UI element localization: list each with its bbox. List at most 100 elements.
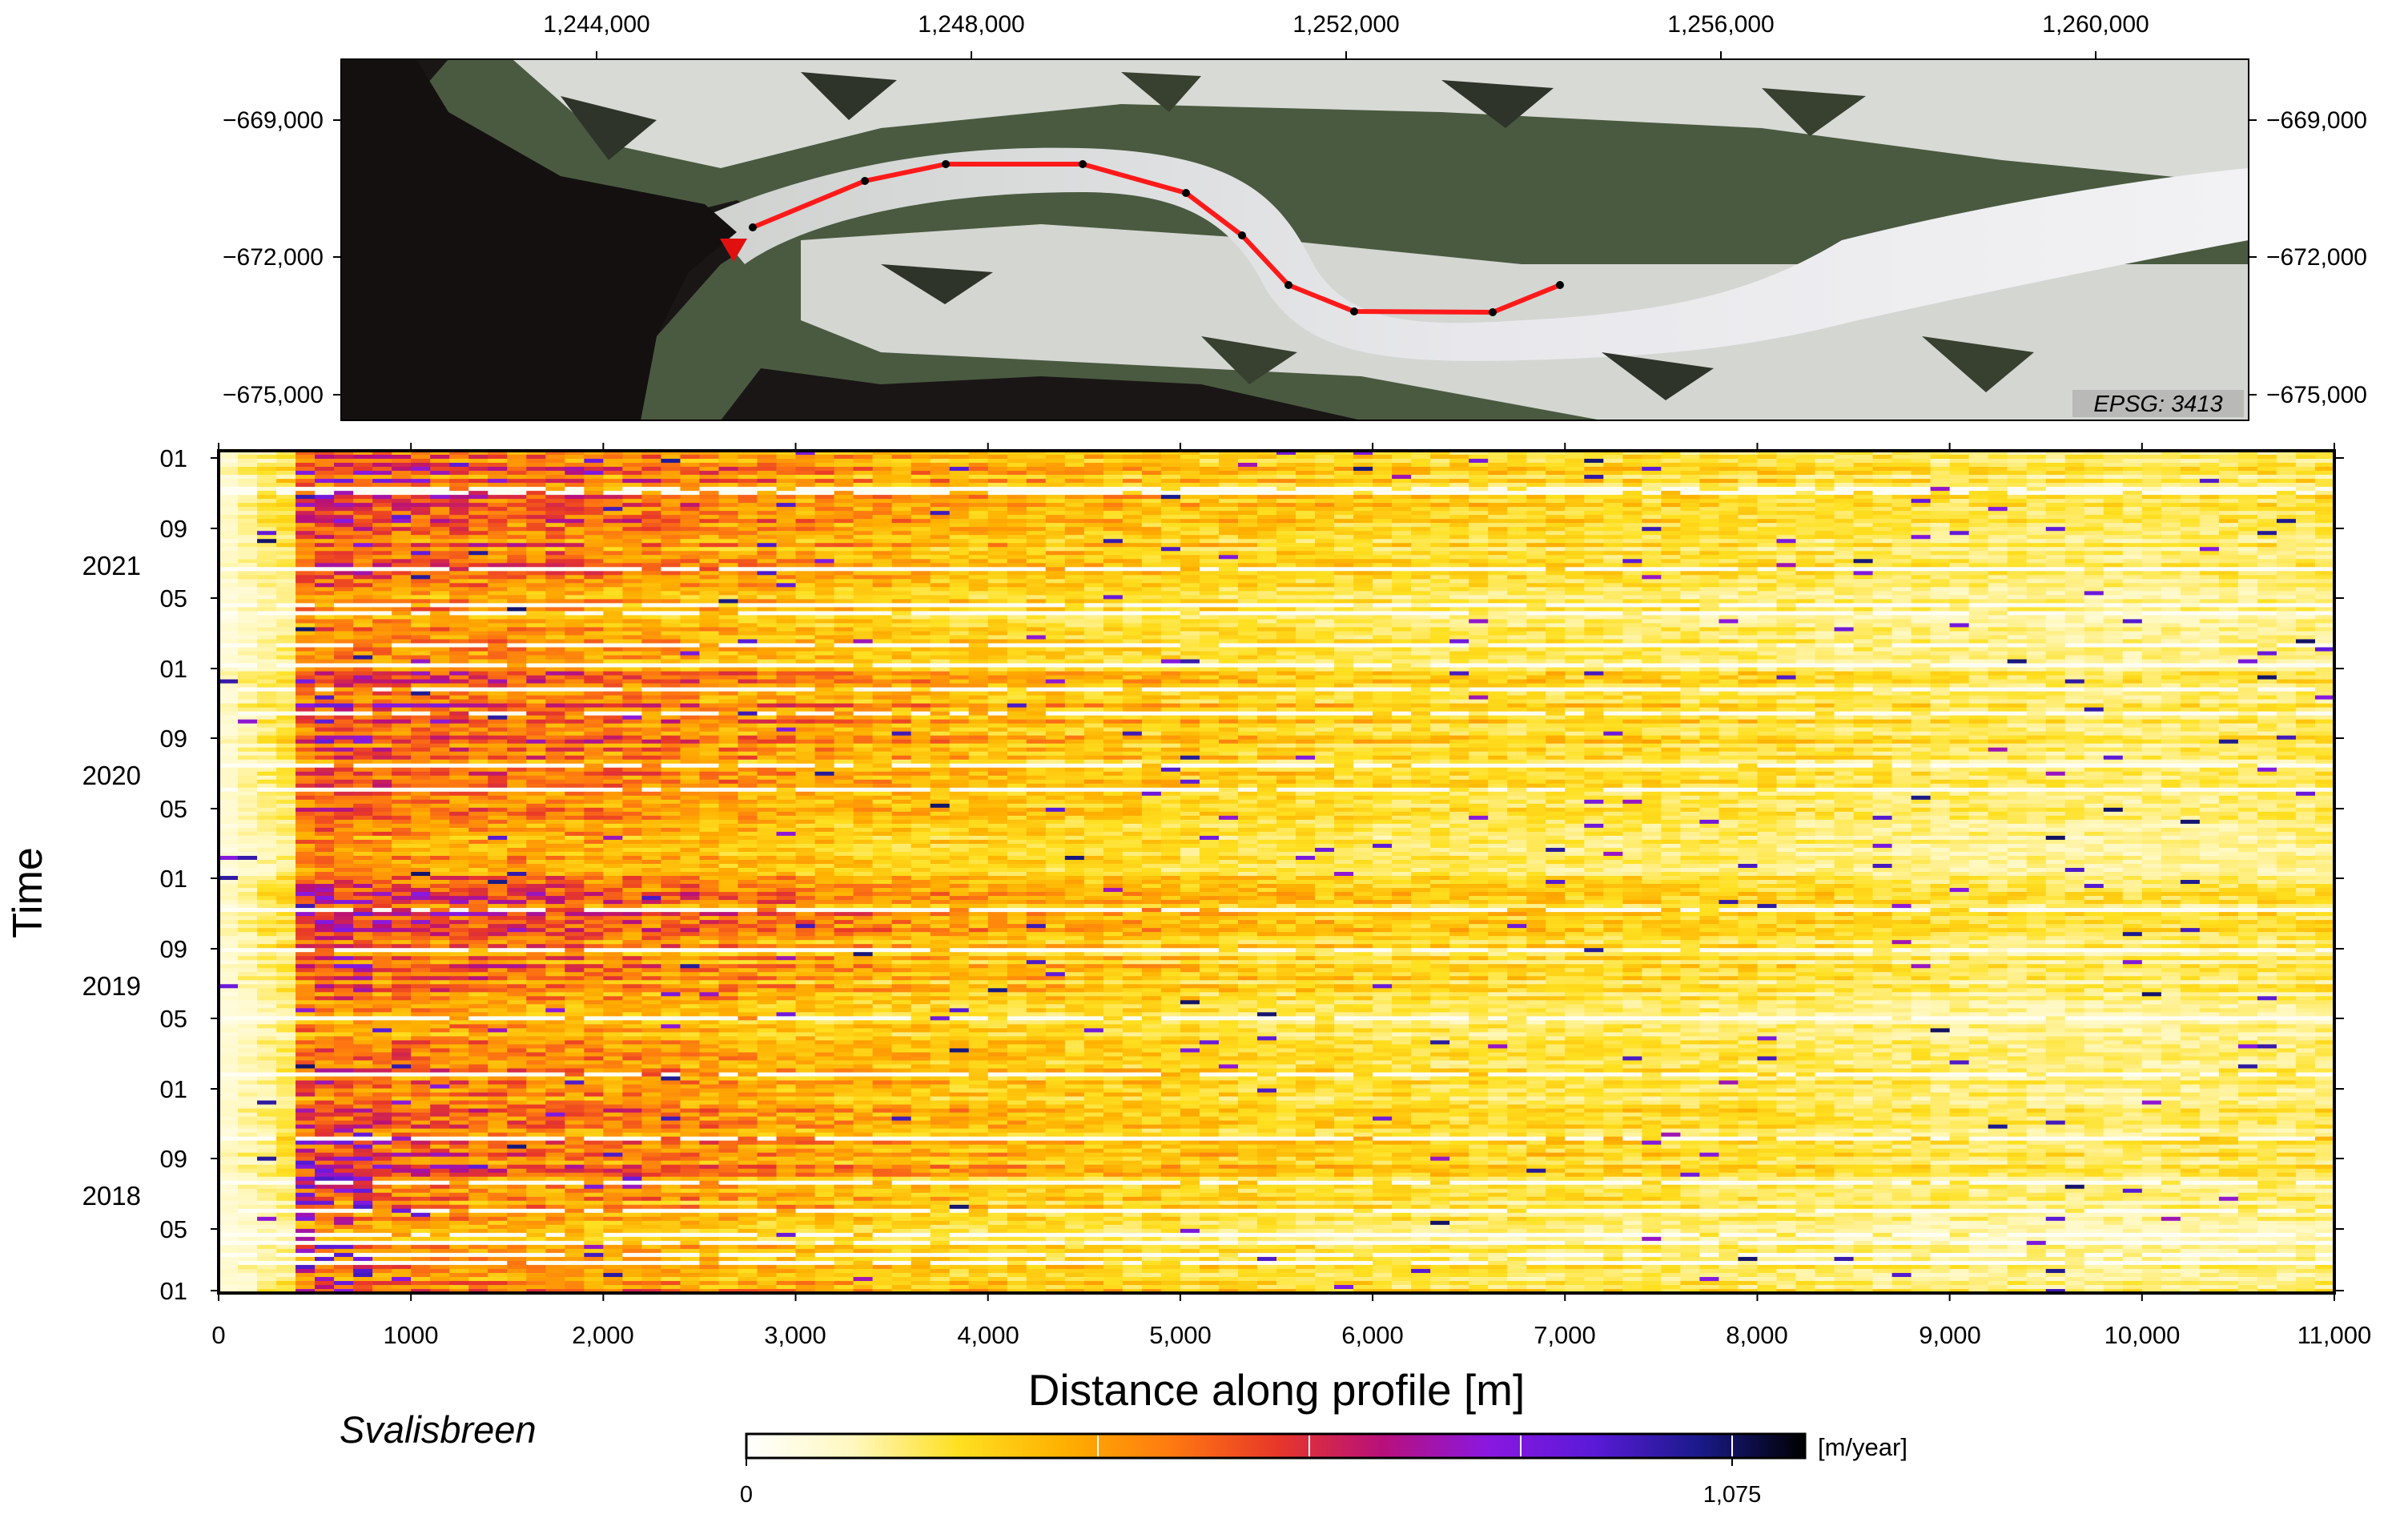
heatmap-cell [1988, 583, 2008, 588]
heatmap-cell [315, 619, 335, 624]
profile-vertex [749, 223, 757, 231]
heatmap-cell [2142, 523, 2162, 528]
heatmap-cell [1315, 611, 1335, 616]
heatmap-cell [1103, 455, 1124, 460]
heatmap-cell [392, 631, 412, 636]
heatmap-cell [1103, 519, 1124, 524]
heatmap-cell [815, 519, 835, 524]
heatmap-cell [1892, 539, 1912, 544]
heatmap-cell [1815, 547, 1835, 552]
heatmap-cell [1642, 551, 1662, 556]
heatmap-cell [1469, 507, 1489, 512]
heatmap-cell [1546, 559, 1566, 564]
heatmap-cell [988, 575, 1008, 580]
heatmap-cell [2200, 463, 2220, 468]
heatmap-cell [661, 519, 681, 524]
heatmap-cell [1661, 599, 1681, 604]
heatmap-cell [219, 487, 239, 492]
heatmap-cell [680, 455, 700, 460]
heatmap-cell [1238, 583, 1258, 588]
heatmap-cell [1353, 519, 1373, 524]
heatmap-cell [1296, 475, 1316, 480]
heatmap-cell [238, 607, 258, 612]
heatmap-cell [1661, 563, 1681, 568]
heatmap-cell [449, 515, 469, 520]
heatmap-cell [796, 627, 816, 632]
heatmap-cell [353, 471, 373, 476]
heatmap-cell [1046, 615, 1066, 620]
heatmap-cell [219, 603, 239, 608]
heatmap-cell [1180, 475, 1200, 480]
heatmap-cell [1795, 591, 1815, 596]
heatmap-cell [2219, 567, 2239, 572]
profile-vertex [1489, 308, 1497, 316]
heatmap-cell [661, 567, 681, 572]
heatmap-cell [257, 519, 277, 524]
heatmap-cell [2200, 491, 2220, 496]
heatmap-cell [622, 491, 642, 496]
heatmap-cell [1546, 531, 1566, 536]
heatmap-cell [892, 519, 912, 524]
heatmap-cell [1950, 467, 1970, 472]
heatmap-cell [1912, 527, 1932, 532]
heatmap-cell [1430, 503, 1450, 508]
heatmap-cell [931, 479, 951, 484]
heatmap-cell [1815, 543, 1835, 548]
heatmap-cell [584, 559, 604, 564]
heatmap-cell [565, 483, 585, 488]
heatmap-cell [1622, 483, 1642, 488]
heatmap-cell [834, 495, 854, 500]
heatmap-cell [1257, 467, 1277, 472]
heatmap-cell [2142, 567, 2162, 572]
heatmap-cell [1835, 491, 1855, 496]
heatmap-cell [1642, 535, 1662, 540]
heatmap-cell [1835, 511, 1855, 516]
heatmap-cell [1469, 599, 1489, 604]
heatmap-cell [1276, 507, 1296, 512]
heatmap-cell [603, 519, 623, 524]
heatmap-cell [1892, 559, 1912, 564]
heatmap-cell [1469, 539, 1489, 544]
heatmap-cell [1603, 623, 1623, 628]
heatmap-cell [545, 455, 565, 460]
heatmap-cell [295, 611, 316, 616]
heatmap-cell [276, 551, 296, 556]
heatmap-cell [718, 483, 738, 488]
heatmap-cell [526, 511, 546, 516]
heatmap-cell [1757, 551, 1777, 556]
heatmap-cell [758, 459, 778, 464]
heatmap-cell [2315, 615, 2335, 620]
heatmap-cell [641, 507, 661, 512]
heatmap-cell [873, 571, 893, 576]
heatmap-cell [1776, 503, 1796, 508]
heatmap-cell [295, 591, 316, 596]
heatmap-cell [1334, 487, 1354, 492]
heatmap-cell [873, 555, 893, 560]
heatmap-cell [2238, 583, 2258, 588]
heatmap-cell [2219, 559, 2239, 564]
heatmap-cell [1873, 459, 1893, 464]
heatmap-cell [2181, 615, 2201, 620]
heatmap-cell [315, 503, 335, 508]
heatmap-cell [1276, 483, 1296, 488]
heatmap-cell [276, 455, 296, 460]
heatmap-cell [1161, 531, 1181, 536]
heatmap-cell [1296, 555, 1316, 560]
heatmap-cell [969, 507, 989, 512]
heatmap-cell [2084, 479, 2104, 484]
heatmap-cell [1642, 519, 1662, 524]
heatmap-cell [1065, 607, 1085, 612]
heatmap-cell [1161, 619, 1181, 624]
heatmap-cell [1103, 471, 1124, 476]
heatmap-cell [1373, 571, 1393, 576]
heatmap-cell [2065, 611, 2085, 616]
heatmap-cell [468, 543, 488, 548]
heatmap-cell [1912, 471, 1932, 476]
heatmap-cell [353, 463, 373, 468]
heatmap-cell [1065, 559, 1085, 564]
heatmap-cell [584, 523, 604, 528]
heatmap-cell [1776, 491, 1796, 496]
heatmap-cell [1411, 623, 1431, 628]
heatmap-cell [1526, 595, 1546, 600]
heatmap-cell [392, 547, 412, 552]
